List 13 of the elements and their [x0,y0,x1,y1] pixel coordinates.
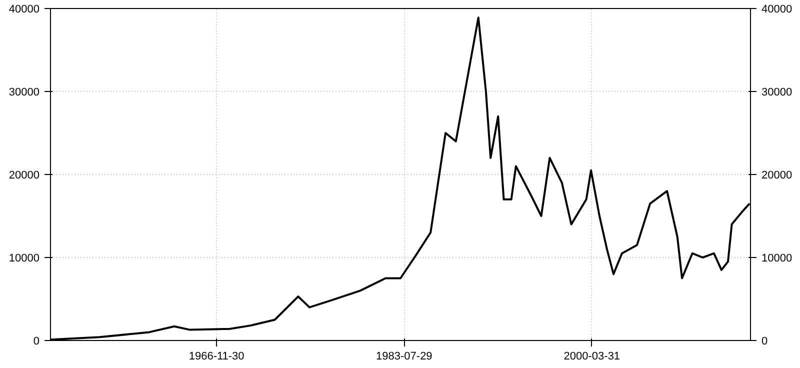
y-tick-label: 40000 [8,4,40,16]
y2-tick-label: 40000 [762,4,792,16]
y-tick-label: 20000 [8,170,40,182]
y2-tick-label: 30000 [762,86,792,98]
y-tick-label: 10000 [8,252,40,264]
y-tick-label: 0 [33,336,40,348]
x-tick-label: 1983-07-29 [376,350,432,362]
y2-tick-label: 20000 [762,170,792,182]
x-tick-label: 2000-03-31 [564,350,620,362]
y2-tick-label: 0 [762,336,768,348]
y-tick-label: 30000 [8,86,40,98]
y2-tick-label: 10000 [762,252,792,264]
x-tick-label: 1966-11-30 [188,350,244,362]
